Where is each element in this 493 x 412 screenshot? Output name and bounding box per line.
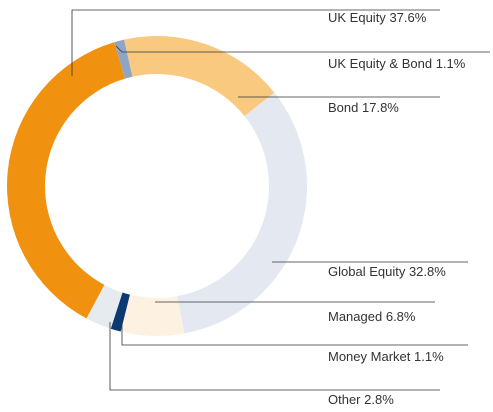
category-name: Money Market: [328, 349, 411, 364]
category-name: Global Equity: [328, 264, 406, 279]
segment-label: UK Equity 37.6%: [328, 10, 427, 25]
donut-segment: [124, 36, 275, 117]
donut: [7, 36, 307, 337]
category-name: Other: [328, 392, 361, 407]
donut-segment: [110, 292, 130, 332]
value-label: 1.1%: [436, 56, 466, 71]
category-name: UK Equity & Bond: [328, 56, 432, 71]
leader-line: [121, 318, 468, 346]
leader-lines: [71, 9, 490, 391]
donut-segment: [177, 92, 307, 334]
leader-line: [115, 45, 490, 53]
segment-label: Money Market 1.1%: [328, 349, 444, 364]
category-name: UK Equity: [328, 10, 386, 25]
value-label: 37.6%: [389, 10, 426, 25]
value-label: 1.1%: [414, 349, 444, 364]
category-name: Managed: [328, 309, 382, 324]
donut-segment: [7, 42, 126, 319]
donut-segment: [120, 294, 185, 337]
leader-line: [109, 322, 440, 391]
segment-label: Global Equity 32.8%: [328, 264, 446, 279]
segment-label: Other 2.8%: [328, 392, 394, 407]
value-label: 17.8%: [362, 100, 399, 115]
value-label: 2.8%: [364, 392, 394, 407]
value-label: 6.8%: [386, 309, 416, 324]
donut-segment: [114, 39, 133, 79]
segment-label: Bond 17.8%: [328, 100, 399, 115]
category-name: Bond: [328, 100, 358, 115]
donut-segment: [86, 284, 123, 329]
segment-label: UK Equity & Bond 1.1%: [328, 56, 466, 71]
segment-label: Managed 6.8%: [328, 309, 416, 324]
leader-line: [71, 9, 440, 76]
value-label: 32.8%: [409, 264, 446, 279]
